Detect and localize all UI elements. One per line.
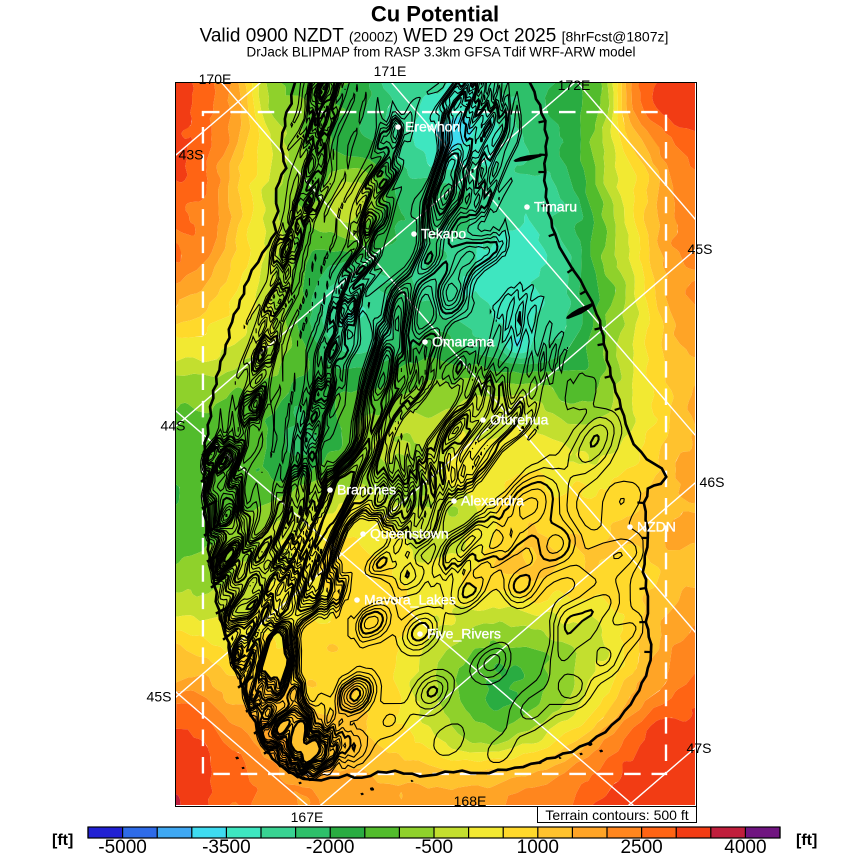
svg-text:4000: 4000: [724, 837, 766, 858]
svg-text:DrJack BLIPMAP from RASP 3.3km: DrJack BLIPMAP from RASP 3.3km GFSA Tdif…: [247, 45, 636, 60]
svg-text:171E: 171E: [374, 63, 407, 79]
svg-text:[ft]: [ft]: [796, 832, 817, 849]
svg-text:1000: 1000: [517, 837, 559, 858]
svg-text:-3500: -3500: [202, 837, 251, 858]
svg-text:167E: 167E: [291, 809, 324, 825]
svg-text:-500: -500: [415, 837, 453, 858]
svg-text:-5000: -5000: [98, 837, 147, 858]
svg-text:Valid 0900 NZDT (2000Z) WED 29: Valid 0900 NZDT (2000Z) WED 29 Oct 2025 …: [200, 26, 669, 47]
svg-text:2500: 2500: [620, 837, 662, 858]
svg-text:Cu Potential: Cu Potential: [371, 1, 499, 26]
svg-text:46S: 46S: [700, 474, 725, 490]
svg-text:-2000: -2000: [306, 837, 355, 858]
svg-text:[ft]: [ft]: [52, 832, 73, 849]
svg-text:45S: 45S: [147, 689, 172, 705]
